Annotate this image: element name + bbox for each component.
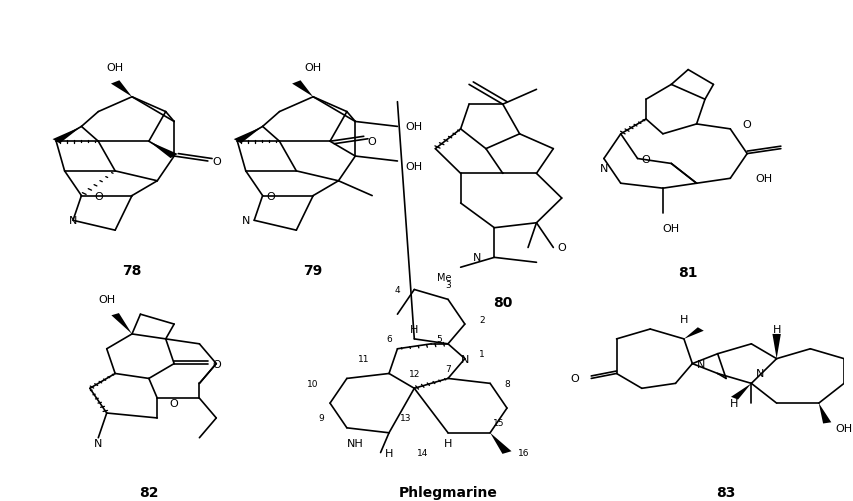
Text: OH: OH bbox=[662, 223, 679, 233]
Text: 12: 12 bbox=[408, 369, 420, 378]
Text: 13: 13 bbox=[400, 414, 411, 423]
Text: 79: 79 bbox=[303, 263, 322, 277]
Text: 83: 83 bbox=[716, 485, 735, 499]
Text: O: O bbox=[212, 157, 220, 167]
Text: 16: 16 bbox=[518, 448, 529, 457]
Text: OH: OH bbox=[98, 295, 115, 305]
Text: N: N bbox=[599, 164, 607, 174]
Text: 15: 15 bbox=[492, 418, 504, 427]
Polygon shape bbox=[683, 328, 703, 339]
Text: 4: 4 bbox=[394, 286, 400, 295]
Text: H: H bbox=[679, 315, 688, 325]
Text: OH: OH bbox=[834, 423, 851, 433]
Text: N: N bbox=[241, 216, 250, 226]
Text: 14: 14 bbox=[416, 448, 428, 457]
Text: OH: OH bbox=[107, 63, 124, 73]
Text: N: N bbox=[755, 369, 763, 379]
Text: 6: 6 bbox=[386, 335, 392, 344]
Text: Phlegmarine: Phlegmarine bbox=[398, 485, 496, 499]
Text: O: O bbox=[641, 154, 650, 164]
Polygon shape bbox=[490, 433, 511, 454]
Text: NH: NH bbox=[346, 438, 363, 448]
Text: 3: 3 bbox=[444, 281, 450, 290]
Text: O: O bbox=[170, 398, 178, 408]
Text: H: H bbox=[444, 438, 451, 448]
Text: 10: 10 bbox=[307, 379, 318, 388]
Polygon shape bbox=[818, 403, 830, 424]
Text: N: N bbox=[69, 216, 77, 226]
Text: 7: 7 bbox=[444, 364, 450, 373]
Text: OH: OH bbox=[405, 162, 422, 171]
Text: OH: OH bbox=[755, 174, 772, 184]
Polygon shape bbox=[730, 384, 751, 400]
Text: 8: 8 bbox=[503, 379, 509, 388]
Text: 5: 5 bbox=[436, 335, 442, 344]
Text: 2: 2 bbox=[479, 315, 484, 324]
Polygon shape bbox=[148, 142, 177, 159]
Text: 81: 81 bbox=[677, 266, 697, 280]
Text: H: H bbox=[729, 398, 738, 408]
Text: 82: 82 bbox=[139, 485, 159, 499]
Text: O: O bbox=[569, 374, 578, 384]
Text: 80: 80 bbox=[492, 295, 512, 309]
Polygon shape bbox=[771, 334, 780, 359]
Polygon shape bbox=[843, 342, 853, 359]
Text: H: H bbox=[385, 448, 392, 457]
Polygon shape bbox=[292, 81, 313, 98]
Text: 1: 1 bbox=[479, 350, 484, 359]
Text: OH: OH bbox=[305, 63, 322, 73]
Polygon shape bbox=[234, 127, 263, 144]
Text: N: N bbox=[460, 354, 468, 364]
Text: 11: 11 bbox=[357, 354, 369, 363]
Polygon shape bbox=[111, 314, 132, 334]
Text: H: H bbox=[772, 324, 780, 334]
Text: OH: OH bbox=[405, 122, 422, 132]
Text: O: O bbox=[557, 243, 566, 253]
Text: N: N bbox=[696, 359, 705, 369]
Text: N: N bbox=[94, 438, 102, 448]
Text: O: O bbox=[742, 120, 751, 130]
Text: O: O bbox=[94, 191, 102, 201]
Text: N: N bbox=[473, 253, 481, 263]
Text: Me: Me bbox=[436, 273, 450, 283]
Polygon shape bbox=[53, 127, 81, 144]
Polygon shape bbox=[111, 81, 132, 98]
Text: O: O bbox=[266, 191, 275, 201]
Text: O: O bbox=[368, 137, 376, 147]
Text: 9: 9 bbox=[318, 414, 324, 423]
Text: H: H bbox=[409, 324, 418, 334]
Text: O: O bbox=[212, 359, 220, 369]
Text: 78: 78 bbox=[122, 263, 142, 277]
